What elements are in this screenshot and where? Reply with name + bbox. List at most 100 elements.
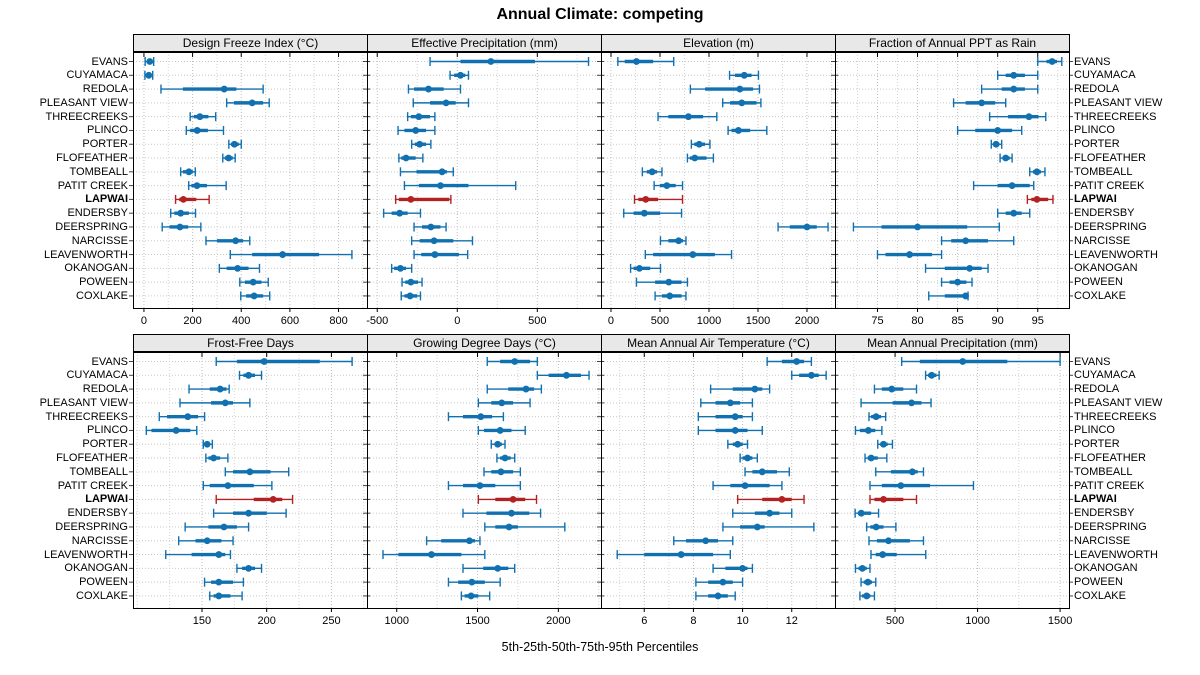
panel-strip-1-0: Frost-Free Days (133, 334, 368, 352)
series-pleasant-view (722, 98, 762, 108)
series-leavenworth (876, 250, 943, 260)
series-cuyamaca (728, 70, 760, 80)
site-label-right-deerspring: DEERSPRING (1074, 520, 1147, 533)
site-label-left-okanogan: OKANOGAN (64, 562, 128, 575)
series-tombeall (744, 467, 790, 477)
series-deerspring (777, 222, 829, 232)
x-tick-label: 250 (322, 615, 341, 627)
x-tick-label: 800 (329, 315, 348, 327)
series-flofeather (222, 153, 236, 163)
site-label-right-plinco: PLINCO (1074, 124, 1115, 137)
panel-strip-1-1: Growing Degree Days (°C) (367, 334, 602, 352)
series-poween (239, 277, 269, 287)
panel-strip-0-3: Fraction of Annual PPT as Rain (835, 34, 1070, 52)
series-patit-creek (403, 181, 517, 191)
site-label-left-leavenworth: LEAVENWORTH (44, 248, 128, 261)
site-label-left-cuyamaca: CUYAMACA (66, 69, 128, 82)
series-narcisse (177, 536, 234, 546)
site-label-right-poween: POWEEN (1074, 276, 1123, 289)
series-flofeather (496, 453, 516, 463)
site-label-left-plinco: PLINCO (87, 124, 128, 137)
series-pleasant-view (700, 398, 754, 408)
series-plinco (727, 125, 768, 135)
series-pleasant-view (412, 98, 470, 108)
series-patit-creek (869, 481, 975, 491)
series-threecreeks (657, 112, 718, 122)
site-label-left-threecreeks: THREECREEKS (45, 110, 128, 123)
x-tick-label: 10 (736, 615, 749, 627)
series-evans (766, 357, 813, 366)
site-label-right-deerspring: DEERSPRING (1074, 220, 1147, 233)
series-coxlake (695, 591, 736, 601)
site-label-left-pleasant-view: PLEASANT VIEW (39, 96, 128, 109)
panel-strip-1-3: Mean Annual Precipitation (mm) (835, 334, 1070, 352)
series-coxlake (400, 291, 422, 301)
x-tick-label: 1500 (1047, 615, 1073, 627)
series-cuyamaca (238, 370, 263, 380)
series-cuyamaca (996, 70, 1039, 80)
site-label-left-tombeall: TOMBEALL (69, 165, 129, 178)
panel-strip-0-1: Effective Precipitation (mm) (367, 34, 602, 52)
series-flofeather (864, 453, 888, 463)
panel-0-2 (597, 52, 839, 312)
series-porter (410, 139, 432, 149)
series-plinco (956, 125, 1023, 135)
series-poween (860, 577, 877, 587)
site-label-right-poween: POWEEN (1074, 576, 1123, 589)
series-tombeall (641, 167, 663, 177)
series-cuyamaca (924, 370, 940, 380)
series-redola (709, 384, 771, 394)
x-tick-label: 600 (280, 315, 300, 327)
site-label-right-narcisse: NARCISSE (1074, 534, 1131, 547)
series-okanogan (236, 563, 263, 573)
series-porter (877, 439, 894, 449)
series-evans (617, 57, 675, 66)
series-narcisse (425, 536, 481, 546)
series-lapwai (869, 494, 918, 504)
site-label-right-pleasant-view: PLEASANT VIEW (1074, 96, 1163, 109)
site-label-right-flofeather: FLOFEATHER (1074, 152, 1146, 165)
series-narcisse (940, 236, 1015, 246)
site-label-right-threecreeks: THREECREEKS (1074, 110, 1157, 123)
site-label-right-tombeall: TOMBEALL (1074, 465, 1133, 478)
series-coxlake (654, 291, 687, 301)
series-lapwai (174, 194, 210, 204)
series-coxlake (240, 291, 271, 301)
series-patit-creek (202, 481, 273, 491)
site-label-right-endersby: ENDERSBY (1074, 207, 1135, 220)
panel-1-3 (831, 352, 1073, 612)
series-cuyamaca (536, 370, 590, 380)
site-label-left-redola: REDOLA (82, 83, 128, 96)
x-tick-label: 2000 (794, 315, 820, 327)
series-tombeall (224, 467, 290, 477)
series-narcisse (205, 236, 251, 246)
site-label-left-redola: REDOLA (82, 383, 128, 396)
site-label-right-coxlake: COXLAKE (1074, 289, 1126, 302)
series-leavenworth (382, 550, 486, 560)
site-label-left-coxlake: COXLAKE (76, 289, 128, 302)
series-threecreeks (868, 412, 887, 422)
x-tick-label: 1000 (965, 615, 990, 627)
site-label-left-okanogan: OKANOGAN (64, 262, 128, 275)
series-pleasant-view (477, 398, 531, 408)
x-tick-label: 95 (1031, 315, 1044, 327)
series-evans (215, 357, 353, 366)
series-leavenworth (413, 250, 469, 260)
site-label-left-deerspring: DEERSPRING (55, 220, 128, 233)
site-label-right-redola: REDOLA (1074, 83, 1120, 96)
series-coxlake (859, 591, 876, 601)
series-coxlake (460, 591, 491, 601)
x-tick-label: 90 (991, 315, 1004, 327)
series-endersby (996, 208, 1031, 218)
site-label-left-threecreeks: THREECREEKS (45, 410, 128, 423)
series-pleasant-view (952, 98, 1007, 108)
x-tick-label: 2000 (546, 615, 571, 627)
series-cuyamaca (791, 370, 827, 380)
x-tick-label: 0 (140, 315, 147, 327)
site-label-left-endersby: ENDERSBY (67, 507, 128, 520)
x-tick-label: 12 (785, 615, 798, 627)
series-redola (689, 84, 761, 94)
series-tombeall (875, 467, 925, 477)
series-narcisse (659, 236, 687, 246)
series-porter (490, 439, 506, 449)
